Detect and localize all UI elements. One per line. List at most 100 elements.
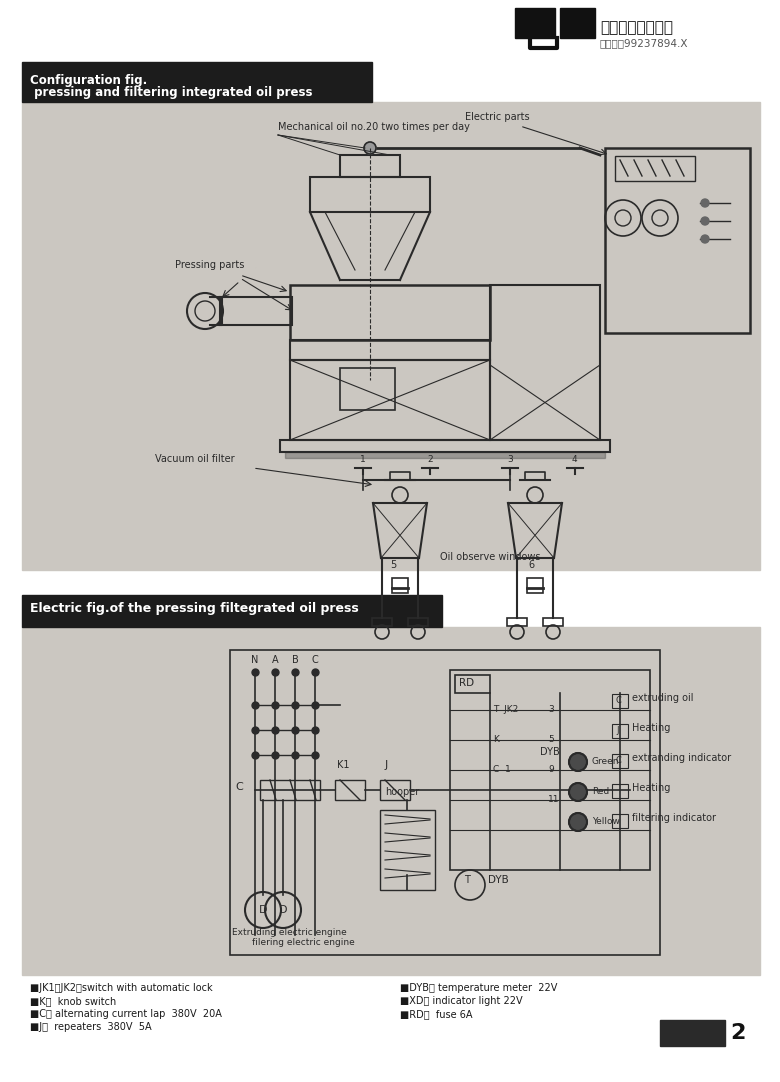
Circle shape (701, 217, 709, 225)
Text: ■DYB： temperature meter  22V: ■DYB： temperature meter 22V (400, 984, 558, 993)
Text: Heating: Heating (632, 783, 670, 793)
Text: Extruding electric engine: Extruding electric engine (232, 928, 347, 937)
Text: D: D (259, 905, 268, 915)
Text: 11: 11 (548, 795, 559, 804)
Bar (285, 452, 605, 458)
Circle shape (701, 235, 709, 243)
Text: Green: Green (592, 757, 619, 766)
Text: A: A (271, 655, 278, 665)
Text: Oil observe windows: Oil observe windows (440, 552, 541, 562)
Text: Mechanical oil no.20 two times per day: Mechanical oil no.20 two times per day (278, 122, 470, 132)
Bar (335, 780, 365, 800)
Bar (22, 102, 760, 570)
Text: extruding oil: extruding oil (632, 692, 693, 703)
Circle shape (569, 813, 587, 831)
Text: 2: 2 (427, 456, 433, 464)
Bar (392, 578, 408, 593)
Bar (22, 595, 442, 626)
Text: J: J (385, 760, 388, 770)
Text: ■RD：  fuse 6A: ■RD： fuse 6A (400, 1010, 473, 1019)
Bar (280, 440, 610, 452)
Text: 5: 5 (390, 560, 396, 570)
Text: D: D (278, 905, 287, 915)
Text: filering electric engine: filering electric engine (252, 938, 355, 947)
Text: 3: 3 (548, 705, 554, 714)
Text: Heating: Heating (632, 723, 670, 733)
Text: Red: Red (592, 788, 609, 796)
Text: 榨滤一体化榨油机: 榨滤一体化榨油机 (600, 19, 673, 35)
Text: K: K (493, 735, 499, 744)
Text: Electric fig.of the pressing filtegrated oil press: Electric fig.of the pressing filtegrated… (30, 602, 359, 615)
Text: Yellow: Yellow (592, 818, 620, 827)
Text: K1: K1 (337, 760, 349, 770)
Bar (290, 285, 490, 340)
Text: extranding indicator: extranding indicator (632, 753, 731, 763)
Bar (310, 177, 430, 212)
Text: hooper: hooper (385, 787, 420, 797)
Bar (290, 360, 490, 440)
Text: T  JK2: T JK2 (493, 705, 518, 714)
Text: ■C： alternating current lap  380V  20A: ■C： alternating current lap 380V 20A (30, 1010, 222, 1019)
Text: DYB: DYB (540, 747, 560, 757)
Bar (260, 780, 320, 800)
Bar (612, 724, 628, 738)
Text: filtering indicator: filtering indicator (632, 813, 716, 823)
Text: DYB: DYB (488, 875, 509, 885)
Bar (543, 618, 563, 626)
Text: N: N (251, 655, 259, 665)
Text: Configuration fig.: Configuration fig. (30, 74, 147, 87)
Bar (22, 62, 372, 102)
Bar (660, 1020, 725, 1046)
Text: J: J (616, 726, 619, 735)
Circle shape (569, 783, 587, 801)
Text: 2: 2 (730, 1022, 746, 1043)
Text: ■J：  repeaters  380V  5A: ■J： repeaters 380V 5A (30, 1022, 151, 1032)
Bar (380, 810, 435, 890)
Text: ■K：  knob switch: ■K： knob switch (30, 997, 116, 1006)
Bar (372, 618, 392, 626)
Text: 1: 1 (360, 456, 366, 464)
Bar (230, 650, 660, 955)
Text: ■JK1、JK2：switch with automatic lock: ■JK1、JK2：switch with automatic lock (30, 984, 213, 993)
Text: 9: 9 (548, 765, 554, 774)
Text: 6: 6 (528, 560, 534, 570)
Bar (615, 156, 695, 181)
Circle shape (364, 142, 376, 154)
Text: pressing and filtering integrated oil press: pressing and filtering integrated oil pr… (30, 85, 313, 98)
Bar (450, 670, 650, 870)
Bar (220, 296, 292, 325)
Bar (490, 285, 600, 440)
Bar (455, 675, 490, 692)
Bar (340, 155, 400, 177)
Text: 专利号：99237894.X: 专利号：99237894.X (600, 38, 689, 48)
Bar (612, 754, 628, 768)
Text: Vacuum oil filter: Vacuum oil filter (155, 454, 235, 464)
Circle shape (569, 753, 587, 771)
Text: RD: RD (459, 678, 474, 688)
Bar (340, 368, 395, 410)
Text: T: T (464, 875, 470, 885)
Circle shape (701, 199, 709, 207)
Bar (515, 8, 555, 38)
Text: C: C (616, 756, 622, 765)
Text: 3: 3 (507, 456, 512, 464)
Bar (22, 626, 760, 975)
Bar (290, 340, 490, 360)
Text: C: C (235, 782, 243, 792)
Text: C: C (616, 696, 622, 705)
Bar (612, 694, 628, 708)
Text: 5: 5 (548, 735, 554, 744)
Text: C: C (312, 655, 318, 665)
Text: Electric parts: Electric parts (465, 113, 530, 122)
Text: C  1: C 1 (493, 765, 511, 774)
Bar (380, 780, 410, 800)
Text: 4: 4 (572, 456, 578, 464)
Text: B: B (292, 655, 299, 665)
Bar (507, 618, 527, 626)
Bar (612, 814, 628, 828)
Bar (408, 618, 428, 626)
Bar (527, 578, 543, 593)
Text: Pressing parts: Pressing parts (175, 260, 244, 270)
Bar (605, 148, 750, 333)
Bar (560, 8, 595, 38)
